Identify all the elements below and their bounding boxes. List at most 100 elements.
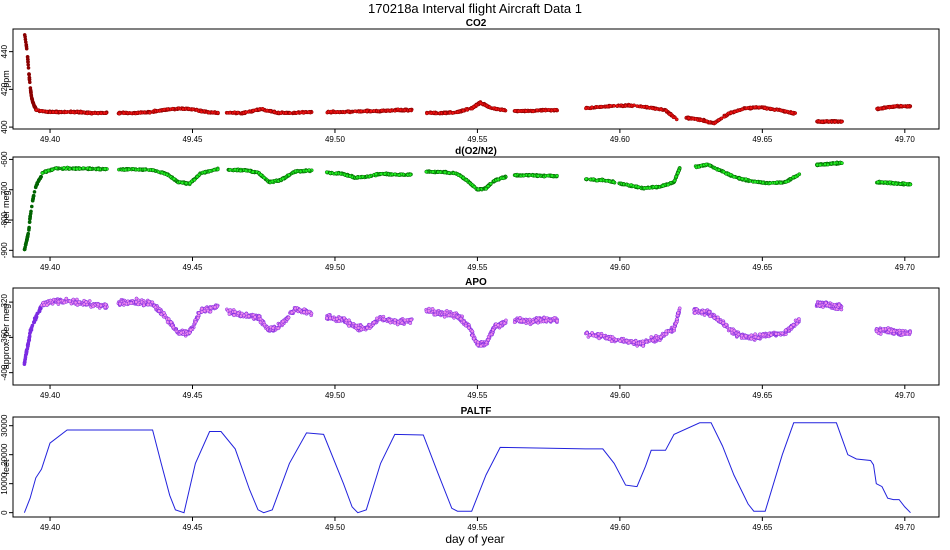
data-point — [186, 106, 191, 111]
data-point — [732, 109, 737, 114]
data-point — [465, 108, 470, 112]
data-point — [123, 168, 128, 172]
data-point — [590, 105, 594, 110]
data-point — [699, 310, 704, 315]
data-point — [604, 336, 609, 340]
data-point — [27, 77, 32, 82]
data-point — [25, 55, 30, 59]
data-point — [724, 322, 729, 327]
data-point — [463, 323, 468, 328]
data-point — [103, 167, 107, 171]
x-tick-label: 49.40 — [40, 135, 61, 144]
data-point — [496, 323, 501, 328]
data-point — [64, 110, 68, 115]
data-point — [367, 174, 372, 179]
x-tick-label: 49.65 — [752, 263, 773, 272]
data-point — [232, 313, 236, 318]
data-point — [180, 180, 185, 185]
data-point — [22, 362, 27, 367]
data-point — [345, 173, 349, 178]
data-point — [129, 301, 134, 306]
data-point — [478, 101, 483, 105]
x-tick-label: 49.60 — [610, 263, 631, 272]
data-point — [233, 309, 237, 314]
data-point — [298, 169, 303, 174]
data-point — [635, 104, 640, 108]
data-point — [337, 319, 341, 324]
series-segment-co2 — [815, 118, 844, 125]
data-point — [840, 161, 844, 165]
data-point — [142, 303, 146, 308]
data-point — [543, 108, 548, 113]
data-point — [379, 108, 384, 113]
data-point — [624, 338, 629, 343]
data-point — [356, 326, 361, 330]
data-point — [287, 173, 291, 177]
data-point — [286, 315, 291, 320]
data-point — [818, 163, 823, 167]
series-segment-co2 — [684, 105, 798, 126]
data-point — [737, 176, 742, 181]
series-segment-co2 — [224, 106, 314, 116]
data-point — [122, 111, 126, 116]
data-point — [27, 72, 31, 77]
data-point — [740, 107, 745, 112]
x-tick-label: 49.55 — [467, 263, 488, 272]
data-point — [50, 167, 55, 172]
data-point — [324, 170, 329, 175]
data-point — [29, 204, 34, 209]
data-point — [585, 331, 589, 335]
data-point — [379, 172, 384, 176]
data-point — [28, 214, 33, 219]
data-point — [536, 316, 541, 321]
series-segment-o2n2 — [815, 160, 844, 168]
data-point — [346, 109, 351, 114]
panel-title: CO2 — [466, 18, 487, 29]
data-point — [880, 180, 884, 185]
data-point — [353, 109, 358, 114]
data-point — [654, 184, 659, 189]
data-point — [32, 190, 37, 194]
data-point — [790, 110, 795, 115]
data-point — [147, 110, 152, 115]
data-point — [903, 181, 908, 186]
data-point — [29, 209, 33, 214]
data-point — [629, 183, 634, 187]
x-tick-label: 49.55 — [467, 391, 488, 400]
data-point — [64, 296, 69, 301]
series-segment-apo — [424, 306, 508, 348]
data-point — [762, 106, 767, 110]
x-tick-label: 49.50 — [325, 391, 346, 400]
x-tick-label: 49.70 — [895, 135, 916, 144]
data-point — [233, 167, 237, 172]
data-point — [504, 318, 508, 323]
data-point — [357, 175, 362, 180]
data-point — [531, 320, 536, 324]
data-point — [208, 306, 213, 310]
x-tick-label: 49.50 — [325, 263, 346, 272]
data-point — [666, 182, 670, 187]
data-point — [253, 315, 257, 319]
data-point — [716, 118, 721, 122]
data-point — [304, 168, 309, 173]
data-point — [704, 162, 709, 167]
series-segment-co2 — [425, 100, 508, 116]
data-point — [190, 107, 195, 112]
data-point — [898, 182, 903, 186]
data-point — [676, 171, 680, 176]
data-point — [588, 177, 593, 182]
data-point — [783, 109, 788, 113]
data-point — [70, 110, 75, 115]
data-point — [659, 107, 663, 112]
data-point — [244, 168, 248, 173]
data-point — [117, 111, 122, 116]
data-point — [704, 119, 709, 123]
series-segment-o2n2 — [584, 166, 682, 191]
data-point — [905, 104, 910, 109]
data-point — [360, 174, 365, 179]
data-point — [96, 302, 100, 307]
data-point — [484, 340, 489, 345]
